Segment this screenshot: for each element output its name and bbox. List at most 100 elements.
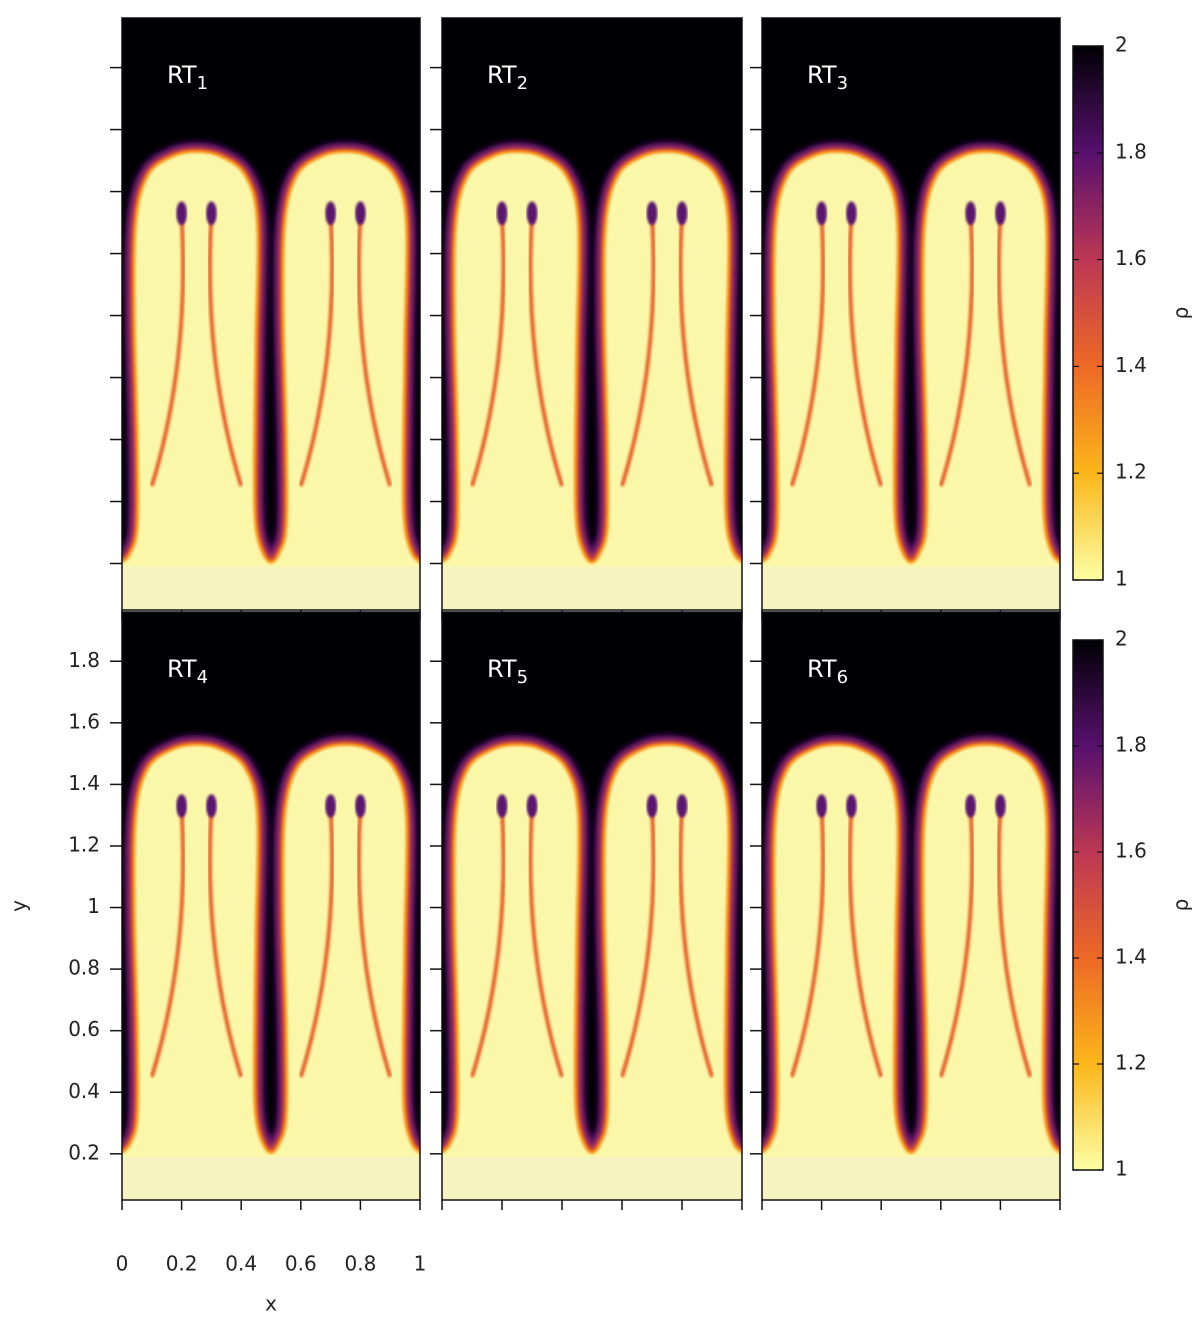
vortex — [496, 201, 508, 226]
vortex — [206, 794, 217, 818]
vortex — [325, 794, 336, 818]
light-fluid — [762, 745, 1060, 1200]
y-tick-label: 0.8 — [68, 956, 100, 980]
vortex — [176, 201, 187, 226]
colorbar — [1072, 45, 1104, 581]
colorbar-tick-label: 1.2 — [1115, 460, 1147, 484]
panel-title: RT5 — [487, 655, 528, 688]
density-field — [762, 18, 1060, 610]
vortex — [646, 794, 658, 818]
vortex — [496, 794, 508, 818]
filament — [620, 216, 656, 487]
filament — [938, 216, 975, 487]
y-tick-label: 0.6 — [68, 1017, 100, 1041]
panel-title: RT3 — [807, 61, 848, 94]
colorbar-tick-label: 1.2 — [1115, 1051, 1147, 1075]
vortex — [816, 201, 827, 226]
filament — [847, 216, 884, 487]
vortex — [176, 794, 187, 818]
colorbar-tick-label: 2 — [1115, 627, 1128, 651]
colorbar-tick-label: 2 — [1115, 33, 1128, 57]
colorbar-tick-label: 1.6 — [1115, 839, 1147, 863]
bottom-layer — [442, 566, 742, 610]
vortex — [206, 201, 217, 226]
light-fluid — [442, 745, 742, 1200]
vortex — [995, 794, 1006, 818]
title-subscript: 4 — [197, 667, 208, 688]
panel-frame — [121, 17, 421, 611]
y-tick-label: 1 — [87, 894, 100, 918]
filament — [620, 808, 656, 1078]
title-subscript: 3 — [837, 73, 848, 94]
panel-title: RT6 — [807, 655, 848, 688]
vortex — [526, 794, 538, 818]
filament — [528, 808, 564, 1078]
panel-frame — [761, 17, 1061, 611]
bottom-layer — [762, 566, 1060, 610]
y-tick-label: 0.4 — [68, 1079, 100, 1103]
x-tick-label: 0 — [116, 1252, 129, 1276]
panel-frame — [441, 17, 743, 611]
filament — [847, 808, 884, 1078]
light-fluid — [122, 152, 420, 610]
title-text: RT — [807, 61, 837, 89]
filament — [149, 808, 186, 1078]
vortex — [646, 201, 658, 226]
y-tick-label: 1.2 — [68, 832, 100, 856]
colorbar-tick-label: 1.6 — [1115, 246, 1147, 270]
vortex — [526, 201, 538, 226]
title-subscript: 2 — [517, 73, 528, 94]
bottom-layer — [442, 1156, 742, 1200]
density-field — [122, 18, 420, 610]
x-tick-label: 0.6 — [285, 1252, 317, 1276]
filament — [298, 216, 335, 487]
colorbar-tick-label: 1 — [1115, 567, 1128, 591]
filament — [938, 808, 975, 1078]
colorbar-tick-label: 1 — [1115, 1157, 1128, 1181]
density-field — [762, 612, 1060, 1200]
y-axis-label: y — [7, 900, 31, 912]
light-fluid — [122, 745, 420, 1200]
filament — [356, 808, 393, 1078]
x-tick-label: 0.8 — [344, 1252, 376, 1276]
title-text: RT — [487, 655, 517, 683]
filament — [298, 808, 335, 1078]
y-tick-label: 0.2 — [68, 1140, 100, 1164]
bottom-layer — [122, 1156, 420, 1200]
panel: RT6 1 1.2 1.4 1.6 1.8 2 ρ — [750, 611, 1193, 1210]
bottom-layer — [762, 1156, 1060, 1200]
x-axis-label: x — [265, 1292, 277, 1316]
panel-frame — [441, 611, 743, 1201]
vortex — [995, 201, 1006, 226]
vortex — [846, 201, 857, 226]
filament — [678, 216, 714, 487]
title-text: RT — [807, 655, 837, 683]
x-tick-label: 0.2 — [166, 1252, 198, 1276]
panel: RT1 — [110, 17, 421, 620]
filament — [470, 808, 506, 1078]
filament — [678, 808, 714, 1078]
panel: RT2 — [430, 17, 743, 620]
title-text: RT — [167, 61, 197, 89]
title-subscript: 6 — [837, 667, 848, 688]
colorbar-tick-label: 1.8 — [1115, 139, 1147, 163]
vortex — [355, 794, 366, 818]
panel-frame — [121, 611, 421, 1201]
filament — [207, 216, 244, 487]
filament — [996, 808, 1033, 1078]
bottom-layer — [122, 566, 420, 610]
colorbar-tick-label: 1.4 — [1115, 353, 1147, 377]
density-field — [122, 612, 420, 1200]
x-tick-label: 1 — [414, 1252, 427, 1276]
colorbar-tick-label: 1.4 — [1115, 945, 1147, 969]
vortex — [676, 201, 688, 226]
title-subscript: 5 — [517, 667, 528, 688]
panel-title: RT2 — [487, 61, 528, 94]
vortex — [816, 794, 827, 818]
filament — [789, 808, 826, 1078]
vortex — [355, 201, 366, 226]
panel: RT4 0 0.2 0.4 0.6 0.8 1 0.2 0.4 0.6 0.8 1 1.2 1.4 1.6 1… — [7, 611, 427, 1316]
filament — [789, 216, 826, 487]
vortex — [325, 201, 336, 226]
